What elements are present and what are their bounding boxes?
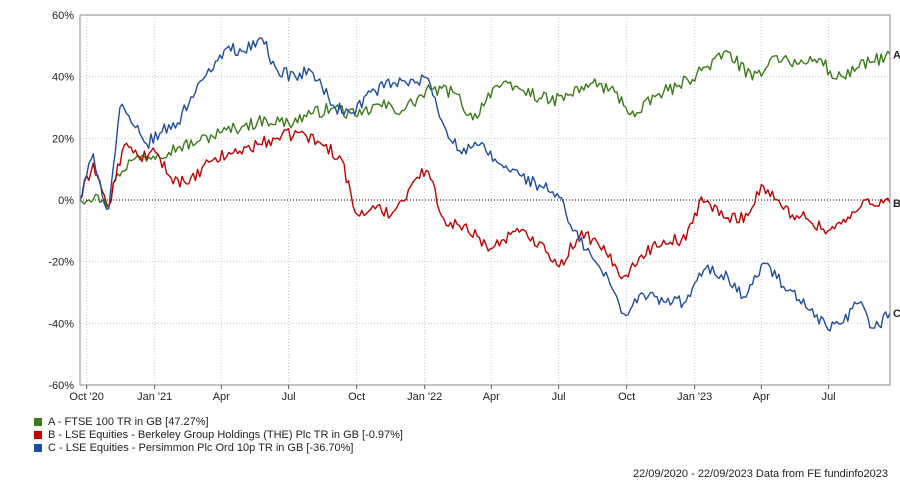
legend-swatch-c (34, 443, 42, 452)
series-line-c (79, 37, 891, 332)
x-tick-label: Oct (618, 391, 635, 403)
y-tick-label: 40% (52, 72, 74, 84)
axis-layer (79, 14, 891, 389)
legend-label-b: B - LSE Equities - Berkeley Group Holdin… (48, 428, 403, 441)
legend-swatch-b (34, 430, 42, 439)
y-tick-label: 20% (52, 133, 74, 145)
y-tick-label: -60% (48, 380, 74, 392)
legend-item-a: A - FTSE 100 TR in GB [47.27%] (34, 415, 403, 428)
y-tick-label: -20% (48, 257, 74, 269)
y-tick-label: 0% (58, 195, 74, 207)
series-end-label-b: B (893, 198, 900, 210)
y-tick-label: -40% (48, 318, 74, 330)
footer-date-range: 22/09/2020 - 22/09/2023 Data from FE fun… (632, 468, 888, 480)
series-line-b (79, 127, 891, 280)
legend: A - FTSE 100 TR in GB [47.27%] B - LSE E… (34, 415, 403, 454)
series-end-label-a: A (893, 49, 900, 61)
series-layer (79, 37, 891, 332)
x-tick-label: Oct '20 (69, 391, 104, 403)
x-tick-label: Jul (552, 391, 566, 403)
legend-label-a: A - FTSE 100 TR in GB [47.27%] (48, 415, 209, 428)
x-tick-label: Jan '23 (677, 391, 712, 403)
line-chart: 60% 40% 20% 0% -20% -40% -60%Oct '20 Jan '21 Apr… (48, 10, 900, 403)
x-tick-label: Apr (753, 391, 770, 403)
x-tick-label: Jul (822, 391, 836, 403)
legend-label-c: C - LSE Equities - Persimmon Plc Ord 10p… (48, 441, 354, 454)
x-tick-label: Oct (348, 391, 365, 403)
plot-frame (79, 14, 891, 386)
x-tick-label: Apr (483, 391, 500, 403)
x-tick-label: Apr (213, 391, 230, 403)
x-tick-label: Jan '22 (407, 391, 442, 403)
series-end-label-c: C (893, 308, 900, 320)
y-tick-label: 60% (52, 10, 74, 22)
x-tick-label: Jan '21 (137, 391, 172, 403)
legend-item-b: B - LSE Equities - Berkeley Group Holdin… (34, 428, 403, 441)
legend-item-c: C - LSE Equities - Persimmon Plc Ord 10p… (34, 441, 403, 454)
x-tick-label: Jul (282, 391, 296, 403)
legend-swatch-a (34, 417, 42, 426)
series-line-a (79, 49, 891, 208)
label-layer: 60% 40% 20% 0% -20% -40% -60%Oct '20 Jan '21 Apr… (48, 10, 900, 403)
